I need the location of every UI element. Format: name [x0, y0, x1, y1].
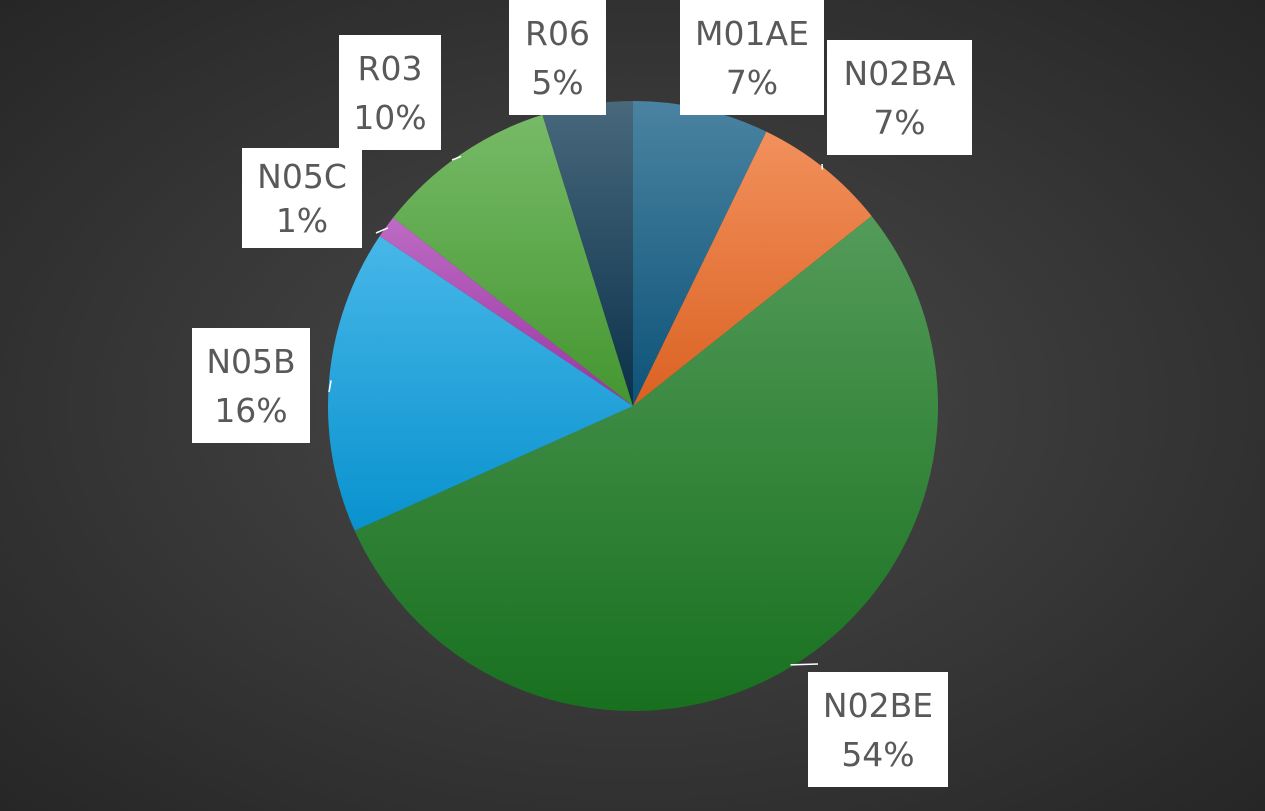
slice-category-label: N05B	[206, 342, 295, 381]
data-label-box	[827, 40, 972, 155]
pie-slice-r03	[393, 114, 633, 407]
data-label-box	[509, 0, 606, 115]
slices-layer	[328, 101, 939, 711]
data-label-box	[192, 328, 310, 443]
leader-line-n05c	[375, 227, 389, 234]
data-label-n05c: N05C 1%	[242, 148, 362, 248]
pie-slice-n05b	[328, 236, 633, 531]
leader-line-n05b	[328, 380, 332, 393]
data-label-box	[808, 672, 948, 787]
pie-slice-n05c	[379, 217, 633, 406]
data-label-box	[242, 148, 362, 248]
slice-category-label: M01AE	[695, 14, 809, 53]
leader-line-n02be	[790, 663, 819, 666]
data-label-m01ae: M01AE 7%	[680, 0, 824, 115]
data-label-n02be: N02BE 54%	[808, 672, 948, 787]
slice-category-label: N05C	[257, 157, 347, 196]
slice-percent-label: 5%	[531, 63, 583, 102]
pie-slice-n02ba	[633, 131, 872, 406]
pie-slice-r06	[542, 101, 633, 406]
data-label-box	[339, 35, 441, 150]
data-label-n02ba: N02BA 7%	[827, 40, 972, 155]
data-label-box	[680, 0, 824, 115]
pie-slice-m01ae	[633, 101, 767, 406]
slice-percent-label: 16%	[214, 391, 287, 430]
slice-percent-label: 7%	[726, 63, 778, 102]
slice-category-label: N02BE	[823, 686, 933, 725]
slice-percent-label: 1%	[276, 201, 328, 240]
slice-category-label: R03	[358, 49, 423, 88]
slice-category-label: R06	[525, 14, 590, 53]
slice-percent-label: 54%	[841, 735, 914, 774]
slice-percent-label: 10%	[353, 98, 426, 137]
pie-slice-n02be	[354, 216, 939, 711]
slice-percent-label: 7%	[873, 103, 925, 142]
leaders-layer	[328, 155, 824, 666]
data-label-n05b: N05B 16%	[192, 328, 310, 443]
slice-category-label: N02BA	[844, 54, 956, 93]
leader-line-r03	[451, 155, 462, 161]
